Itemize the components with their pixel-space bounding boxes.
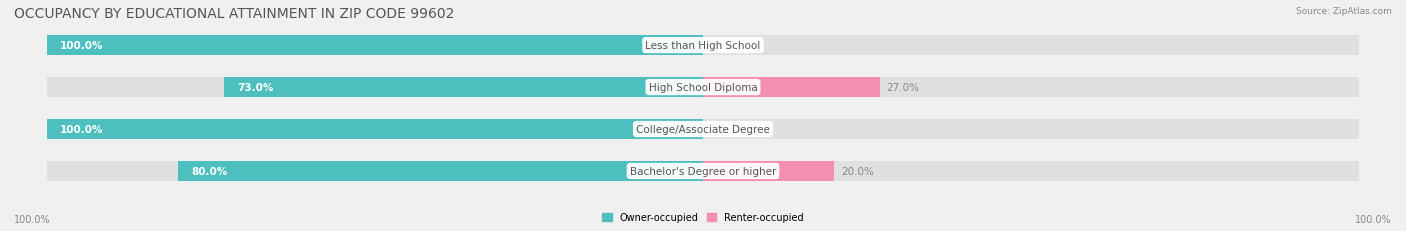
Bar bbox=[46, 78, 703, 98]
Text: 100.0%: 100.0% bbox=[1355, 214, 1392, 224]
Text: 0.0%: 0.0% bbox=[710, 41, 735, 51]
Bar bbox=[46, 36, 703, 56]
Text: 20.0%: 20.0% bbox=[841, 166, 873, 176]
Text: College/Associate Degree: College/Associate Degree bbox=[636, 125, 770, 134]
Bar bbox=[46, 119, 703, 140]
Bar bbox=[703, 78, 1360, 98]
Text: Bachelor's Degree or higher: Bachelor's Degree or higher bbox=[630, 166, 776, 176]
Bar bbox=[46, 119, 703, 140]
Text: OCCUPANCY BY EDUCATIONAL ATTAINMENT IN ZIP CODE 99602: OCCUPANCY BY EDUCATIONAL ATTAINMENT IN Z… bbox=[14, 7, 454, 21]
Text: 0.0%: 0.0% bbox=[710, 125, 735, 134]
Bar bbox=[703, 161, 834, 181]
Text: Source: ZipAtlas.com: Source: ZipAtlas.com bbox=[1296, 7, 1392, 16]
Bar bbox=[703, 161, 1360, 181]
Text: 100.0%: 100.0% bbox=[60, 41, 104, 51]
Bar bbox=[703, 36, 1360, 56]
Text: 100.0%: 100.0% bbox=[60, 125, 104, 134]
Bar bbox=[46, 161, 703, 181]
Bar bbox=[224, 78, 703, 98]
Text: Less than High School: Less than High School bbox=[645, 41, 761, 51]
Text: High School Diploma: High School Diploma bbox=[648, 83, 758, 93]
Text: 80.0%: 80.0% bbox=[191, 166, 228, 176]
Text: 100.0%: 100.0% bbox=[14, 214, 51, 224]
Bar bbox=[703, 78, 880, 98]
Bar bbox=[703, 119, 1360, 140]
Bar bbox=[46, 36, 703, 56]
Text: 27.0%: 27.0% bbox=[887, 83, 920, 93]
Legend: Owner-occupied, Renter-occupied: Owner-occupied, Renter-occupied bbox=[599, 208, 807, 226]
Text: 73.0%: 73.0% bbox=[238, 83, 274, 93]
Bar bbox=[179, 161, 703, 181]
